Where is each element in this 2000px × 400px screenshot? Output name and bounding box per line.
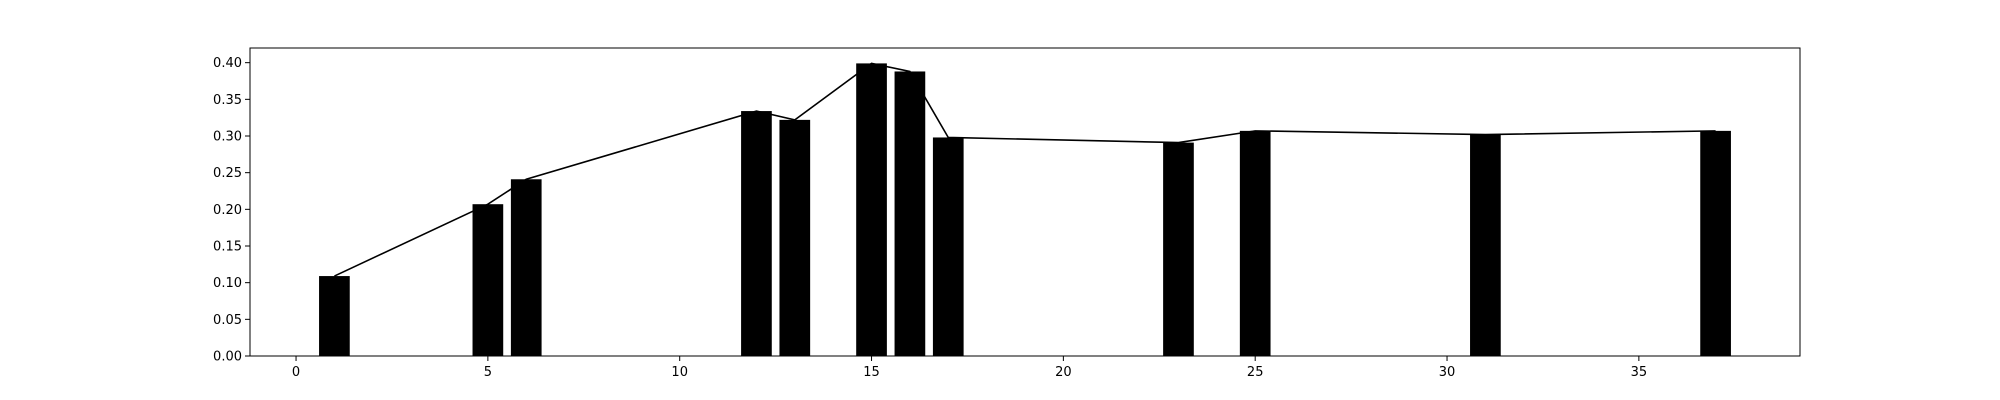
x-tick-label: 35: [1631, 365, 1648, 380]
y-tick-label: 0.40: [213, 56, 242, 71]
bar-5: [472, 204, 504, 356]
x-axis-ticks: 0 5 10 15 20 25 30 35: [292, 356, 1647, 380]
y-tick-label: 0.30: [213, 130, 242, 145]
bar-17: [932, 137, 964, 356]
bar-23: [1163, 142, 1194, 356]
bars-group: [319, 63, 1731, 357]
bar-37: [1700, 130, 1731, 356]
y-tick-label: 0.10: [213, 276, 242, 291]
bar-16: [894, 71, 926, 356]
overlay-line: [334, 62, 1716, 277]
x-tick-label: 15: [863, 365, 880, 380]
bar-31: [1470, 134, 1501, 356]
bar-12: [741, 111, 772, 356]
y-tick-label: 0.35: [213, 93, 242, 108]
x-tick-label: 5: [484, 365, 492, 380]
y-tick-label: 0.15: [213, 240, 242, 255]
x-tick-label: 20: [1055, 365, 1072, 380]
bar-1: [319, 276, 350, 356]
x-tick-label: 10: [671, 365, 688, 380]
y-axis-ticks: 0.00 0.05 0.10 0.15 0.20 0.25 0.30 0.35 0.40: [213, 56, 250, 365]
bar-6: [510, 179, 542, 356]
bar-25: [1239, 130, 1271, 356]
bar-15: [856, 63, 887, 357]
x-tick-label: 30: [1439, 365, 1456, 380]
y-tick-label: 0.25: [213, 166, 242, 181]
x-tick-label: 0: [292, 365, 300, 380]
axes-frame: [249, 47, 1801, 357]
y-tick-label: 0.00: [213, 350, 242, 365]
y-tick-label: 0.05: [213, 313, 242, 328]
overlay-line-group: [334, 62, 1716, 277]
x-tick-label: 25: [1247, 365, 1264, 380]
bar-13: [779, 119, 811, 356]
y-tick-label: 0.20: [213, 203, 242, 218]
